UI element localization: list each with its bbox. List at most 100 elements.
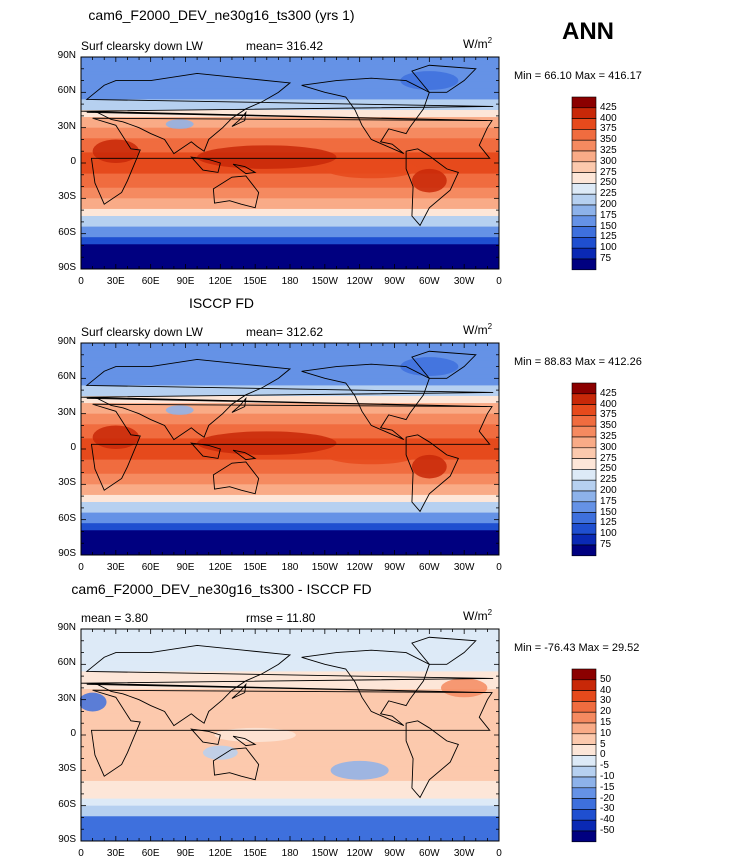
field-band bbox=[81, 399, 499, 404]
field-band bbox=[81, 371, 499, 376]
field-band bbox=[81, 95, 499, 100]
coastline bbox=[231, 682, 247, 699]
field-band bbox=[81, 480, 499, 485]
lon-label: 30W bbox=[453, 276, 475, 287]
colorbar-label: 175 bbox=[600, 209, 617, 221]
field-band bbox=[81, 742, 499, 747]
colorbar-box bbox=[571, 226, 597, 238]
field-band bbox=[81, 780, 499, 785]
coastline bbox=[411, 64, 477, 93]
colorbar-box bbox=[571, 172, 597, 184]
field-band bbox=[81, 410, 499, 415]
lon-label: 0 bbox=[78, 848, 84, 859]
units-superscript: 2 bbox=[487, 608, 493, 617]
colorbar-label: -30 bbox=[600, 803, 615, 815]
lat-label: 30N bbox=[57, 406, 76, 418]
colorbar bbox=[571, 668, 597, 843]
field-contour bbox=[400, 71, 459, 90]
lat-label: 60S bbox=[58, 512, 76, 524]
coastline bbox=[405, 434, 459, 513]
field-band bbox=[81, 487, 499, 492]
lon-label: 150E bbox=[243, 562, 267, 573]
colorbar-box bbox=[571, 447, 597, 459]
colorbar-label: 125 bbox=[600, 231, 617, 243]
colorbar-box bbox=[571, 215, 597, 227]
lat-label: 0 bbox=[70, 728, 76, 739]
field-band bbox=[81, 124, 499, 129]
lon-label: 120W bbox=[346, 848, 373, 859]
units-text: W/m bbox=[463, 609, 488, 623]
lat-label: 60S bbox=[58, 226, 76, 238]
field-band bbox=[81, 770, 499, 775]
colorbar-box bbox=[571, 512, 597, 524]
coastline bbox=[80, 645, 494, 727]
coastline bbox=[411, 350, 477, 379]
colorbar-label: 100 bbox=[600, 242, 617, 254]
field-band bbox=[81, 78, 499, 83]
lat-label: 90S bbox=[58, 834, 76, 845]
field-contour bbox=[92, 139, 140, 163]
colorbar-label: 375 bbox=[600, 123, 617, 135]
panel-left-label: Surf clearsky down LW bbox=[81, 325, 203, 339]
colorbar-box bbox=[571, 96, 597, 109]
field-band bbox=[81, 374, 499, 379]
field-band bbox=[81, 636, 499, 641]
coastline bbox=[190, 728, 221, 745]
field-band bbox=[81, 759, 499, 764]
lon-label: 90E bbox=[176, 562, 195, 573]
colorbar-label: -10 bbox=[600, 771, 615, 782]
colorbar-label: 5 bbox=[600, 738, 606, 750]
colorbar-box bbox=[571, 755, 597, 767]
colorbar-label: 175 bbox=[600, 495, 617, 507]
lon-label: 60E bbox=[141, 276, 160, 287]
field-band bbox=[81, 350, 499, 355]
field-band bbox=[81, 64, 499, 69]
lon-label: 90E bbox=[176, 276, 195, 287]
field-band bbox=[81, 85, 499, 90]
lon-label: 180 bbox=[281, 276, 299, 287]
field-band bbox=[81, 244, 499, 249]
field-band bbox=[81, 127, 499, 132]
colorbar bbox=[571, 96, 597, 271]
field-band bbox=[81, 141, 499, 146]
colorbar-label: 200 bbox=[600, 485, 617, 496]
colorbar-box bbox=[571, 118, 597, 130]
field-contour bbox=[330, 760, 389, 780]
field-band bbox=[81, 773, 499, 778]
field-contour bbox=[411, 168, 447, 193]
field-band bbox=[81, 509, 499, 514]
field-band bbox=[81, 502, 499, 507]
field-band bbox=[81, 512, 499, 517]
colorbar-box bbox=[571, 711, 597, 724]
field-band bbox=[81, 639, 499, 644]
field-band bbox=[81, 498, 499, 503]
field-band bbox=[81, 745, 499, 750]
colorbar-box bbox=[571, 436, 597, 449]
lat-label: 30N bbox=[57, 120, 76, 132]
field-band bbox=[81, 833, 499, 838]
colorbar-box bbox=[571, 129, 597, 141]
field-contour bbox=[400, 357, 459, 376]
colorbar-label: 40 bbox=[600, 684, 612, 696]
field-band bbox=[81, 357, 499, 362]
field-band bbox=[81, 752, 499, 757]
colorbar-label: 50 bbox=[600, 673, 612, 685]
field-band bbox=[81, 166, 499, 171]
colorbar-box bbox=[571, 722, 597, 735]
units-superscript: 2 bbox=[487, 36, 493, 45]
field-band bbox=[81, 544, 499, 549]
field-band bbox=[81, 413, 499, 418]
season-label: ANN bbox=[562, 18, 614, 45]
field-band bbox=[81, 424, 499, 429]
colorbar-box bbox=[571, 469, 597, 481]
lon-label: 120E bbox=[208, 276, 232, 287]
lon-label: 90W bbox=[384, 848, 405, 859]
colorbar-box bbox=[571, 404, 597, 416]
colorbar-box bbox=[571, 830, 597, 843]
coastline bbox=[212, 175, 260, 209]
lat-label: 90S bbox=[58, 548, 76, 559]
lon-label: 0 bbox=[78, 562, 84, 573]
field-band bbox=[81, 826, 499, 831]
field-band bbox=[81, 692, 499, 697]
field-band bbox=[81, 201, 499, 206]
